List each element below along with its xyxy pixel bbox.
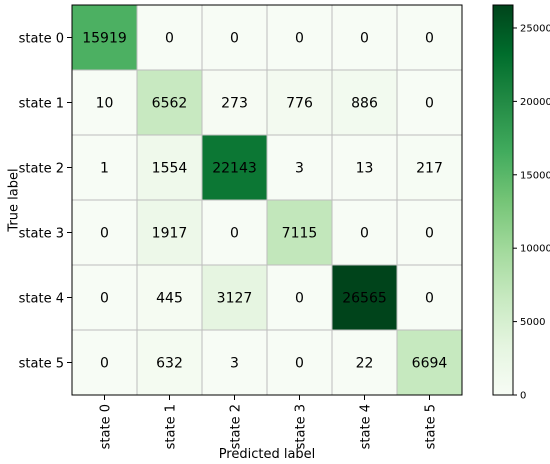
heatmap-cell xyxy=(136,199,203,266)
heatmap-cell xyxy=(136,134,203,201)
plot-frame xyxy=(71,4,463,396)
cell-value-label: 1 xyxy=(100,161,109,177)
heatmap-cells xyxy=(71,4,463,396)
y-tick-label: state 4 xyxy=(19,292,64,307)
cell-value-label: 0 xyxy=(230,226,239,242)
y-tick-label: state 2 xyxy=(19,162,64,177)
colorbar-tick-label: 25000 xyxy=(520,23,550,34)
heatmap-cell xyxy=(201,264,268,331)
heatmap-cell xyxy=(201,199,268,266)
cell-value-label: 22143 xyxy=(212,161,257,177)
cell-value-label: 0 xyxy=(295,31,304,47)
y-tick-label: state 1 xyxy=(19,97,64,112)
colorbar-tick-label: 20000 xyxy=(520,97,550,108)
heatmap-cell xyxy=(266,4,333,71)
heatmap-cell xyxy=(71,4,138,71)
colorbar-ticks: 0 5000 10000 15000 20000 25000 xyxy=(513,23,550,402)
y-tick-label: state 0 xyxy=(19,32,64,47)
colorbar-tick-label: 15000 xyxy=(520,170,550,181)
cell-value-label: 13 xyxy=(356,161,374,177)
y-tick-label: state 3 xyxy=(19,227,64,242)
colorbar-tick-label: 0 xyxy=(520,391,526,402)
heatmap-cell xyxy=(266,199,333,266)
cell-value-label: 273 xyxy=(221,96,248,112)
heatmap-cell xyxy=(331,134,398,201)
y-axis-ticks: state 0 state 1 state 2 state 3 state 4 state… xyxy=(19,32,72,372)
cell-value-label: 0 xyxy=(425,291,434,307)
heatmap-cell xyxy=(266,69,333,136)
y-tick-label: state 5 xyxy=(19,357,64,372)
cell-value-label: 15919 xyxy=(82,31,127,47)
x-tick-label: state 5 xyxy=(424,404,439,449)
cell-value-label: 3 xyxy=(295,161,304,177)
cell-value-label: 217 xyxy=(416,161,443,177)
cell-value-label: 0 xyxy=(100,356,109,372)
heatmap-cell xyxy=(396,329,463,396)
cell-value-labels: 15919 0 0 0 0 0 10 6562 273 776 886 0 1 1554 22143 3 13 2… xyxy=(82,31,447,372)
cell-value-label: 0 xyxy=(295,291,304,307)
heatmap-cell xyxy=(136,69,203,136)
heatmap-cell xyxy=(266,264,333,331)
cell-value-label: 3127 xyxy=(217,291,253,307)
cell-value-label: 632 xyxy=(156,356,183,372)
cell-value-label: 0 xyxy=(230,31,239,47)
cell-value-label: 7115 xyxy=(282,226,318,242)
x-axis-label: Predicted label xyxy=(219,447,316,462)
heatmap-cell xyxy=(331,264,398,331)
cell-value-label: 0 xyxy=(425,226,434,242)
heatmap-cell xyxy=(396,4,463,71)
cell-value-label: 0 xyxy=(425,96,434,112)
heatmap-cell xyxy=(71,264,138,331)
cell-value-label: 0 xyxy=(165,31,174,47)
cell-value-label: 26565 xyxy=(342,291,387,307)
heatmap-cell xyxy=(71,329,138,396)
y-axis-label: True label xyxy=(7,168,22,232)
cell-value-label: 776 xyxy=(286,96,313,112)
cell-value-label: 6694 xyxy=(412,356,448,372)
cell-value-label: 0 xyxy=(295,356,304,372)
heatmap-cell xyxy=(71,199,138,266)
cell-value-label: 886 xyxy=(351,96,378,112)
cell-value-label: 22 xyxy=(356,356,374,372)
colorbar-tick-label: 10000 xyxy=(520,244,550,255)
x-tick-label: state 3 xyxy=(294,404,309,449)
x-tick-label: state 0 xyxy=(99,404,114,449)
x-tick-label: state 4 xyxy=(359,404,374,449)
colorbar xyxy=(492,4,514,396)
cell-value-label: 3 xyxy=(230,356,239,372)
cell-value-label: 6562 xyxy=(152,96,188,112)
heatmap-cell xyxy=(136,4,203,71)
heatmap-cell xyxy=(396,69,463,136)
cell-value-label: 1554 xyxy=(152,161,188,177)
cell-value-label: 0 xyxy=(100,291,109,307)
cell-value-label: 445 xyxy=(156,291,183,307)
heatmap-cell xyxy=(396,134,463,201)
heatmap-cell xyxy=(331,199,398,266)
cell-value-label: 0 xyxy=(360,226,369,242)
colorbar-tick-label: 5000 xyxy=(520,317,545,328)
heatmap-cell xyxy=(266,134,333,201)
x-tick-label: state 1 xyxy=(164,404,179,449)
x-tick-label: state 2 xyxy=(229,404,244,449)
cell-value-label: 0 xyxy=(100,226,109,242)
x-axis-ticks: state 0 state 1 state 2 state 3 state 4 state… xyxy=(99,395,439,449)
cell-value-label: 1917 xyxy=(152,226,188,242)
cell-value-label: 0 xyxy=(425,31,434,47)
cell-value-label: 10 xyxy=(96,96,114,112)
cell-value-label: 0 xyxy=(360,31,369,47)
